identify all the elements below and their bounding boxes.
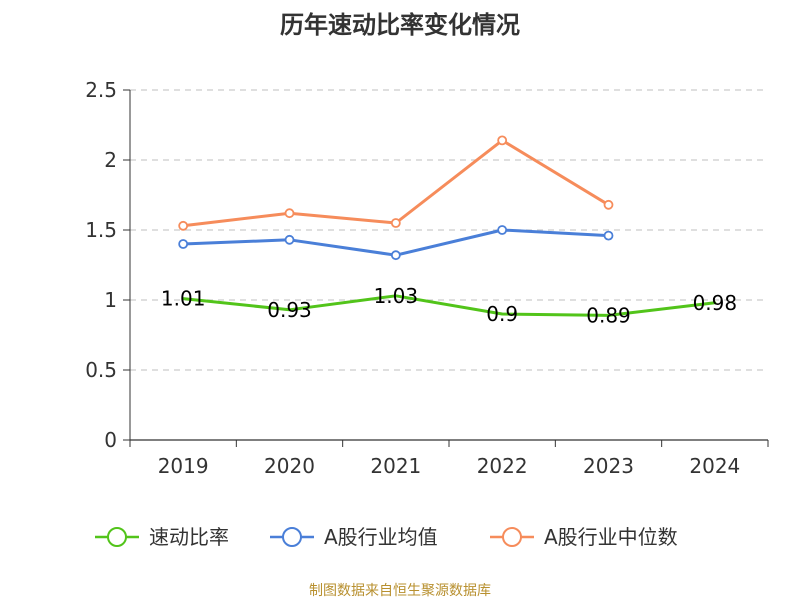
data-point[interactable] [284,208,295,219]
data-point[interactable] [497,225,508,235]
data-label: 0.89 [586,303,631,327]
data-point[interactable] [603,199,614,210]
data-label: 0.93 [267,298,312,322]
data-label: 0.9 [486,302,518,326]
y-tick-label: 1 [104,288,117,312]
legend-label: A股行业中位数 [544,525,678,549]
legend-marker-icon [502,527,522,547]
data-point[interactable] [603,230,614,241]
series-line [181,294,717,317]
legend-item[interactable]: 速动比率 [95,525,229,549]
footer-source: 制图数据来自恒生聚源数据库 [309,583,491,599]
series-line [181,138,610,228]
y-tick-label: 2 [104,148,117,172]
data-label: 1.01 [161,287,206,311]
grid [130,89,768,371]
data-point[interactable] [390,250,401,261]
legend-label: A股行业均值 [324,525,438,549]
legend-item[interactable]: A股行业均值 [270,525,438,549]
data-point[interactable] [390,218,401,228]
data-point[interactable] [178,239,189,249]
chart-title: 历年速动比率变化情况 [280,11,520,39]
legend-item[interactable]: A股行业中位数 [490,525,678,549]
legend-label: 速动比率 [149,525,229,549]
data-label: 1.03 [374,284,419,308]
x-tick-label: 2019 [158,454,209,478]
y-tick-label: 0.5 [85,358,117,382]
data-label: 0.98 [693,291,738,315]
axes: 0 0.5 1 1.5 2 2.5 2019 2020 2021 2022 2023 2024 [85,78,769,478]
x-tick-label: 2022 [477,454,528,478]
y-tick-label: 2.5 [85,78,117,102]
data-point[interactable] [497,135,508,146]
y-tick-label: 1.5 [85,218,117,242]
series [178,135,717,317]
data-point[interactable] [284,234,295,245]
data-labels: 1.01 0.93 1.03 0.9 0.89 0.98 [161,284,737,328]
legend[interactable]: 速动比率 A股行业均值 A股行业中位数 [95,525,678,549]
legend-marker-icon [107,527,127,547]
legend-marker-icon [282,527,302,547]
x-tick-label: 2024 [689,454,740,478]
data-point[interactable] [178,220,189,231]
x-tick-label: 2023 [583,454,634,478]
y-tick-label: 0 [104,428,117,452]
x-tick-label: 2021 [370,454,421,478]
x-tick-label: 2020 [264,454,315,478]
